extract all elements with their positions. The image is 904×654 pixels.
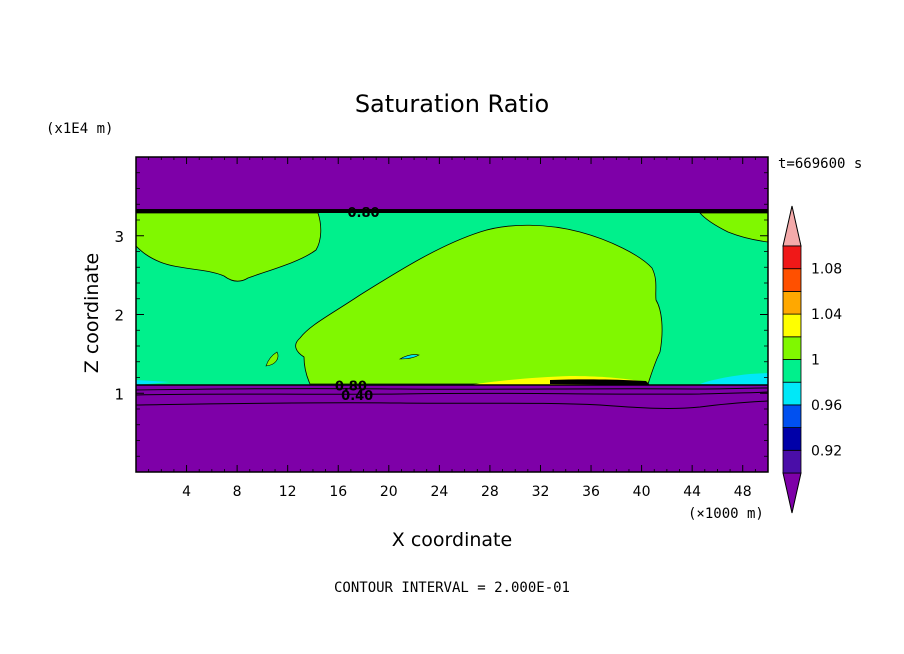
chart-title: Saturation Ratio bbox=[355, 90, 549, 118]
x-tick-label: 40 bbox=[633, 484, 651, 500]
contour-line-3 bbox=[136, 391, 768, 396]
contour-label: 0.80 bbox=[347, 206, 379, 221]
x-tick-label: 32 bbox=[532, 484, 550, 500]
contour-labels: 0.800.800.40 bbox=[335, 206, 380, 404]
contour-field bbox=[136, 157, 768, 472]
colorbar-swatch bbox=[782, 268, 802, 292]
region-cyan-right bbox=[700, 373, 768, 385]
x-tick-label: 4 bbox=[182, 484, 191, 500]
colorbar-lower-arrow bbox=[782, 472, 802, 514]
y-axis-ticks: 1 2 3 bbox=[114, 172, 768, 457]
region-supersat-left bbox=[136, 212, 322, 282]
region-cyan-small bbox=[398, 354, 420, 360]
region-supersat-small-left bbox=[265, 351, 279, 367]
colorbar-label: 0.92 bbox=[811, 443, 842, 459]
y-tick-label: 3 bbox=[114, 228, 124, 246]
x-tick-label: 24 bbox=[430, 484, 448, 500]
contour-line-4 bbox=[136, 400, 768, 409]
x-tick-label: 44 bbox=[683, 484, 701, 500]
colorbar-swatch bbox=[782, 381, 802, 406]
contour-line-2 bbox=[136, 387, 768, 391]
colorbar-swatch bbox=[782, 427, 802, 451]
colorbar: 0.92 0.96 1 1.04 1.08 bbox=[782, 205, 842, 514]
y-tick-label: 1 bbox=[114, 385, 124, 403]
colorbar-upper-arrow bbox=[782, 205, 802, 247]
x-tick-label: 8 bbox=[233, 484, 242, 500]
x-tick-label: 16 bbox=[329, 484, 347, 500]
region-dark-band bbox=[550, 379, 650, 385]
x-tick-label: 28 bbox=[481, 484, 499, 500]
x-axis-title: X coordinate bbox=[392, 529, 512, 551]
y-unit-label: (x1E4 m) bbox=[46, 121, 113, 137]
colorbar-swatch bbox=[782, 359, 802, 383]
y-tick-label: 2 bbox=[114, 307, 124, 325]
x-unit-label: (×1000 m) bbox=[688, 506, 764, 522]
region-cyan-left bbox=[136, 380, 170, 385]
x-tick-label: 12 bbox=[279, 484, 297, 500]
x-tick-label: 48 bbox=[734, 484, 752, 500]
colorbar-swatch bbox=[782, 336, 802, 360]
colorbar-swatch bbox=[782, 449, 802, 474]
x-axis-ticks: 4 8 12 16 20 24 28 32 36 40 44 48 bbox=[148, 157, 756, 500]
colorbar-swatch bbox=[782, 245, 802, 270]
contour-label: 0.40 bbox=[341, 389, 373, 404]
contour-interval-note: CONTOUR INTERVAL = 2.000E-01 bbox=[334, 580, 570, 596]
time-label: t=669600 s bbox=[778, 156, 862, 172]
colorbar-label: 1 bbox=[811, 353, 820, 369]
contour-label: 0.80 bbox=[335, 379, 367, 394]
x-tick-label: 20 bbox=[380, 484, 398, 500]
colorbar-label: 1.08 bbox=[811, 262, 842, 278]
region-supersat-cloud bbox=[295, 224, 663, 385]
colorbar-label: 1.04 bbox=[811, 307, 842, 323]
colorbar-label: 0.96 bbox=[811, 398, 842, 414]
colorbar-swatch bbox=[782, 313, 802, 338]
colorbar-swatch bbox=[782, 404, 802, 428]
x-tick-label: 36 bbox=[582, 484, 600, 500]
region-supersat-right bbox=[699, 212, 768, 243]
colorbar-swatch bbox=[782, 290, 802, 315]
y-axis-title: Z coordinate bbox=[81, 253, 103, 373]
